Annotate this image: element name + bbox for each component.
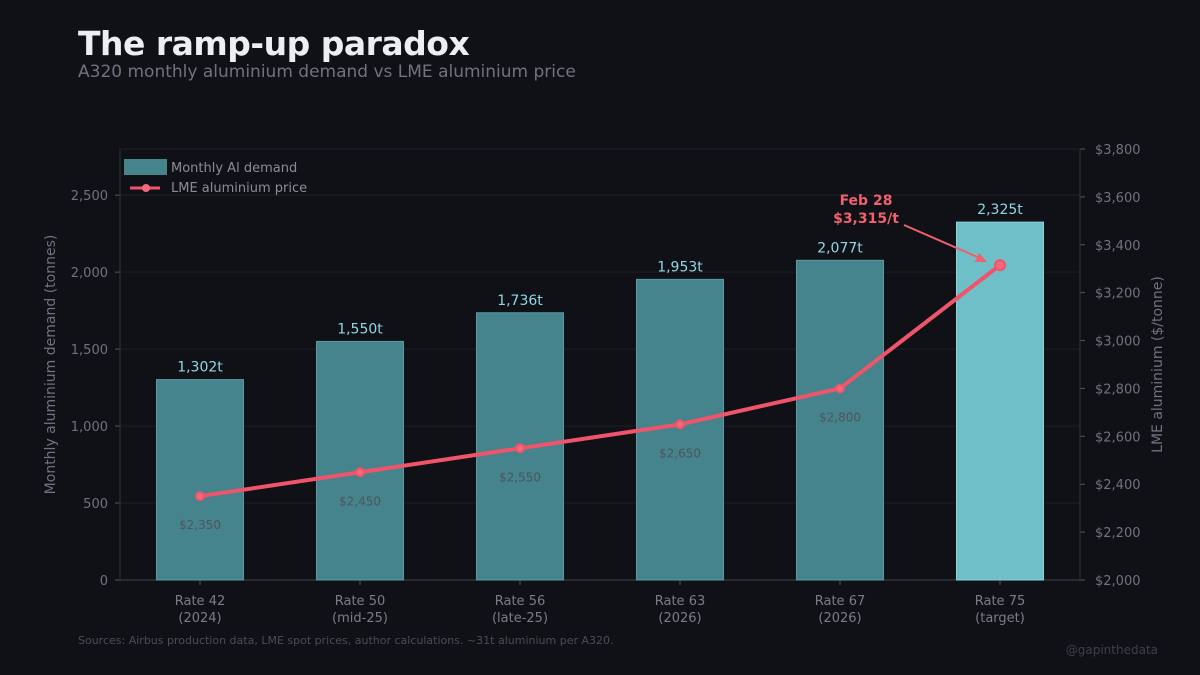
legend-label-bars: Monthly Al demand: [171, 161, 297, 176]
left-axis-title: Monthly aluminium demand (tonnes): [43, 235, 59, 495]
x-tick-label: Rate 63: [655, 594, 705, 609]
bar-value-label: 1,550t: [337, 321, 383, 337]
price-point-label: $2,800: [819, 410, 861, 424]
right-tick-label: $2,400: [1095, 478, 1141, 493]
annotation-arrowhead: [975, 253, 987, 262]
right-tick-label: $3,400: [1095, 239, 1141, 254]
price-point-label: $2,650: [659, 446, 701, 460]
right-tick-label: $2,200: [1095, 526, 1141, 541]
x-tick-sublabel: (2026): [818, 611, 861, 626]
price-point: [835, 383, 845, 394]
price-point: [195, 491, 205, 502]
author-handle: @gapinthedata: [1065, 643, 1158, 657]
legend-swatch-marker: [142, 184, 150, 192]
right-axis-title: LME aluminium ($/tonne): [1150, 276, 1166, 453]
right-tick-label: $3,000: [1095, 335, 1141, 350]
x-tick-sublabel: (target): [975, 611, 1025, 626]
right-tick-label: $2,800: [1095, 382, 1141, 397]
left-tick-label: 1,500: [71, 343, 108, 358]
bar: [156, 379, 244, 581]
price-line: [199, 263, 1002, 499]
x-tick-label: Rate 50: [335, 594, 385, 609]
x-tick-label: Rate 42: [175, 594, 225, 609]
left-tick-label: 500: [83, 497, 108, 512]
x-tick-label: Rate 67: [815, 594, 865, 609]
left-tick-label: 2,500: [71, 189, 108, 204]
annotation-arrow: [903, 224, 983, 260]
bar: [316, 340, 404, 581]
bar: [796, 259, 884, 581]
plot-frame: [119, 148, 1081, 581]
x-tick-sublabel: (mid-25): [332, 611, 388, 626]
right-tick-label: $3,200: [1095, 287, 1141, 302]
source-note: Sources: Airbus production data, LME spo…: [78, 634, 614, 647]
x-tick-label: Rate 75: [975, 594, 1025, 609]
price-point-label: $2,450: [339, 494, 381, 508]
x-tick-label: Rate 56: [495, 594, 545, 609]
left-tick-label: 0: [100, 574, 108, 589]
bar-value-label: 1,953t: [657, 259, 703, 275]
left-tick-label: 1,000: [71, 420, 108, 435]
x-tick-sublabel: (late-25): [492, 611, 548, 626]
legend-label-line: LME aluminium price: [171, 181, 307, 196]
legend-swatch-bars: [124, 159, 167, 175]
bar-value-label: 1,736t: [497, 293, 543, 309]
right-tick-label: $3,800: [1095, 143, 1141, 158]
right-tick-label: $2,600: [1095, 430, 1141, 445]
price-point: [994, 259, 1006, 272]
annotation-price: $3,315/t: [833, 211, 899, 227]
x-tick-sublabel: (2026): [658, 611, 701, 626]
annotation-date: Feb 28: [840, 193, 893, 209]
right-tick-label: $2,000: [1095, 574, 1141, 589]
x-tick-sublabel: (2024): [178, 611, 221, 626]
price-point: [675, 419, 685, 430]
bar-value-label: 2,325t: [977, 202, 1023, 218]
bar: [956, 221, 1044, 581]
right-tick-label: $3,600: [1095, 191, 1141, 206]
chart-title: The ramp-up paradox: [78, 24, 470, 63]
price-point-label: $2,350: [179, 518, 221, 532]
bar-value-label: 2,077t: [817, 240, 863, 256]
left-tick-label: 2,000: [71, 266, 108, 281]
price-point: [515, 443, 525, 454]
bar-value-label: 1,302t: [177, 360, 223, 376]
price-point: [355, 467, 365, 478]
price-point-label: $2,550: [499, 470, 541, 484]
chart-subtitle: A320 monthly aluminium demand vs LME alu…: [78, 62, 576, 82]
